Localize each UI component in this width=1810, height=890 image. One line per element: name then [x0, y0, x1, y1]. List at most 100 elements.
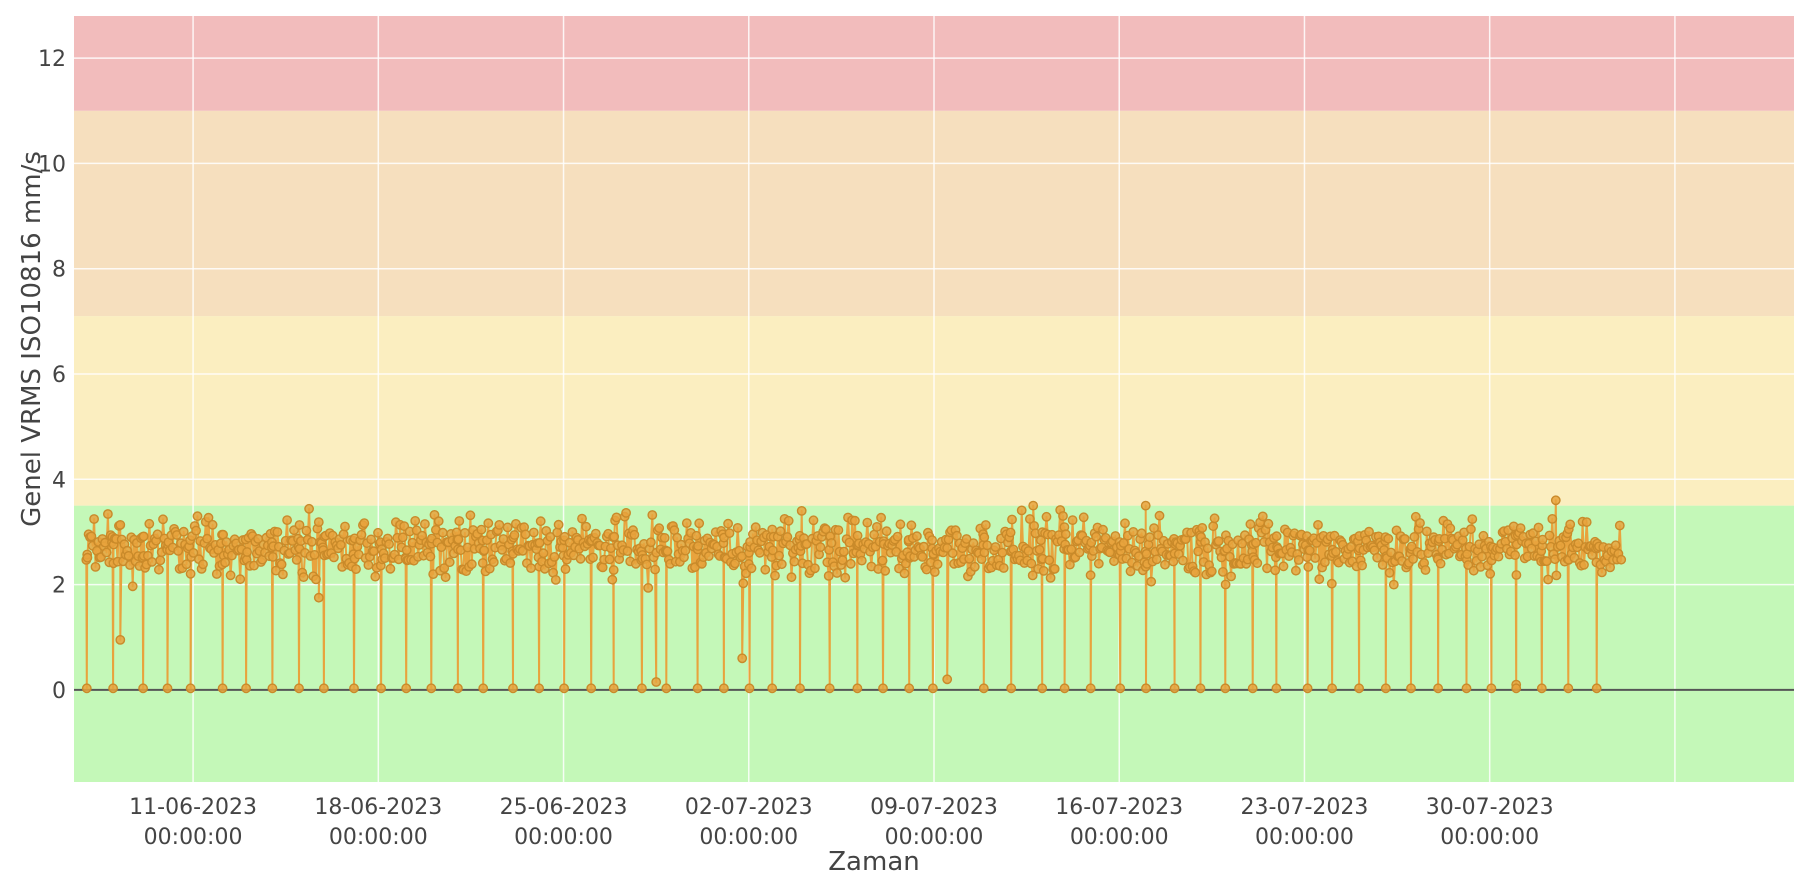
data-point	[1078, 512, 1089, 523]
data-point	[1493, 551, 1504, 562]
data-point	[1252, 558, 1263, 569]
data-point	[1271, 683, 1282, 694]
data-point	[1136, 528, 1147, 539]
data-point	[1023, 546, 1034, 556]
data-point	[815, 542, 826, 552]
y-tick-label: 10	[38, 152, 66, 177]
data-point	[225, 570, 236, 581]
x-tick-label-date: 23-07-2023	[1241, 795, 1369, 820]
data-point	[370, 571, 381, 582]
data-point	[607, 574, 618, 585]
data-point	[1251, 537, 1261, 548]
data-point	[692, 683, 703, 694]
data-point	[479, 545, 490, 556]
data-point	[1060, 529, 1071, 540]
y-tick-label: 6	[52, 363, 66, 388]
data-point	[466, 559, 477, 570]
data-point	[1536, 683, 1547, 694]
data-point	[123, 551, 134, 561]
data-point	[641, 559, 652, 570]
data-point	[1151, 554, 1162, 565]
data-point	[964, 553, 975, 564]
data-point	[526, 563, 536, 573]
data-point	[534, 683, 544, 694]
data-point	[647, 510, 658, 520]
data-point	[433, 516, 444, 527]
data-point	[832, 568, 842, 578]
data-point	[850, 515, 860, 526]
data-point	[1209, 513, 1220, 524]
data-point	[852, 683, 863, 694]
data-point	[659, 533, 670, 543]
data-point	[1045, 573, 1056, 583]
data-point	[895, 519, 906, 530]
data-point	[181, 559, 192, 570]
data-point	[351, 564, 361, 574]
data-point	[384, 539, 394, 549]
data-point	[1220, 683, 1231, 694]
data-point	[586, 683, 597, 694]
data-point	[101, 547, 112, 558]
data-point	[242, 547, 253, 557]
data-point	[1263, 518, 1274, 529]
data-point	[1591, 683, 1602, 694]
data-point	[1377, 560, 1388, 570]
y-tick-label: 4	[52, 468, 66, 493]
data-point	[465, 510, 476, 521]
data-point	[90, 562, 101, 572]
data-point	[203, 512, 214, 523]
x-tick-label-time: 00:00:00	[1070, 825, 1169, 850]
data-point	[301, 525, 312, 536]
data-point	[1140, 500, 1151, 511]
data-point	[340, 521, 350, 532]
data-point	[1224, 551, 1235, 562]
data-point	[738, 578, 749, 589]
data-point	[760, 564, 771, 575]
data-point	[1466, 524, 1476, 535]
data-point	[694, 518, 705, 529]
data-point	[581, 521, 591, 532]
data-point	[1115, 683, 1126, 694]
data-point	[575, 553, 586, 564]
data-point	[621, 508, 631, 518]
data-point	[103, 509, 113, 519]
data-point	[1614, 520, 1625, 531]
data-point	[1408, 554, 1419, 564]
data-point	[998, 563, 1009, 573]
data-point	[1486, 683, 1497, 694]
data-point	[767, 683, 778, 694]
data-point	[824, 683, 835, 694]
data-point	[477, 558, 488, 568]
data-point	[881, 526, 892, 537]
data-point	[338, 529, 349, 540]
data-point	[646, 537, 656, 548]
data-point	[609, 531, 620, 542]
data-point	[837, 555, 848, 566]
data-point	[917, 552, 928, 562]
data-point	[356, 529, 367, 540]
data-point	[979, 532, 990, 543]
data-point	[662, 546, 673, 557]
data-point	[1597, 567, 1607, 578]
data-point	[1533, 522, 1544, 533]
data-point	[1555, 540, 1566, 551]
data-point	[750, 522, 761, 533]
x-tick-label-time: 00:00:00	[699, 825, 798, 850]
data-point	[1579, 559, 1589, 570]
y-axis-title: Genel VRMS ISO10816 mm/s	[17, 151, 47, 527]
data-point	[328, 552, 339, 563]
data-point	[313, 592, 324, 603]
data-point	[1270, 565, 1281, 576]
data-point	[509, 530, 520, 540]
data-point	[1085, 683, 1096, 694]
data-point	[309, 550, 320, 560]
data-point	[267, 683, 278, 694]
data-point	[1193, 546, 1204, 557]
data-point	[1420, 565, 1431, 575]
data-point	[1320, 557, 1330, 568]
data-point	[1034, 544, 1045, 555]
data-point	[789, 556, 800, 567]
data-point	[1565, 519, 1576, 530]
data-point	[419, 519, 430, 529]
data-point	[1160, 559, 1170, 570]
